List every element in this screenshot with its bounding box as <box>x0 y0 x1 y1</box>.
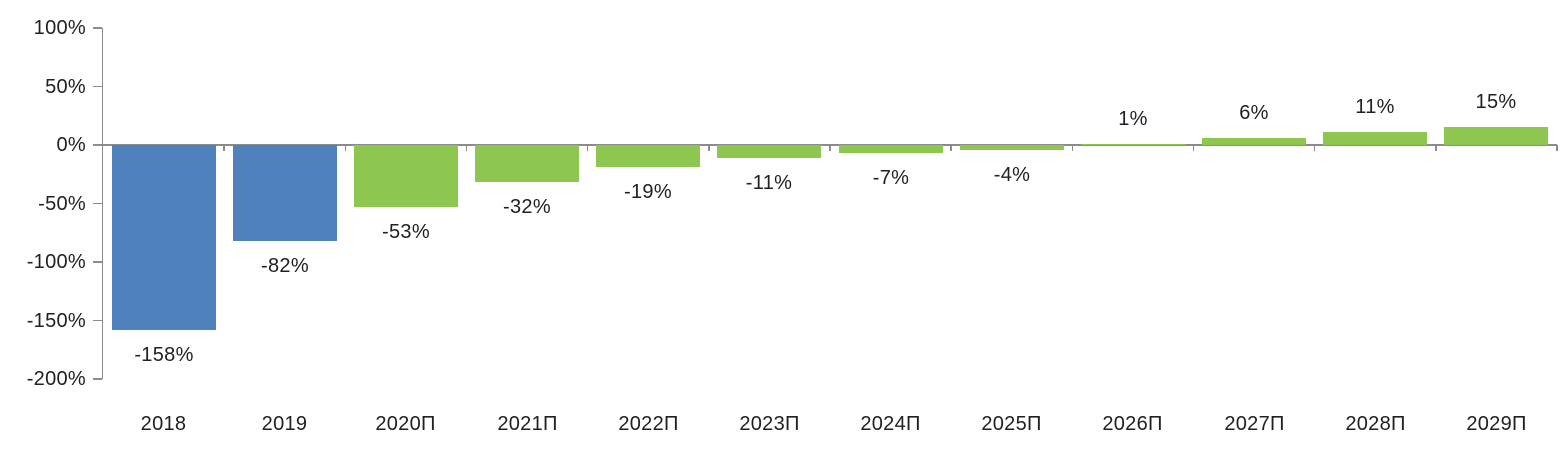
x-axis-tick <box>950 145 952 151</box>
y-axis-tick <box>93 144 102 146</box>
x-axis-tick <box>586 145 589 151</box>
x-axis-tick <box>1192 145 1195 151</box>
bar <box>1323 132 1427 145</box>
x-axis-tick <box>1071 145 1074 151</box>
bar <box>1202 137 1306 145</box>
y-axis-label: 50% <box>45 75 86 98</box>
y-axis-tick <box>93 85 102 88</box>
bar <box>354 145 458 207</box>
bar <box>112 145 216 330</box>
y-axis-tick <box>93 261 102 263</box>
y-axis-line <box>101 28 103 379</box>
x-axis-category-label: 2020П <box>375 413 436 435</box>
bar <box>839 145 943 154</box>
bar-value-label: -32% <box>503 196 551 218</box>
bar-value-label: -11% <box>745 172 793 194</box>
y-axis-label: -150% <box>26 309 86 332</box>
bar-value-label: -53% <box>382 221 430 243</box>
y-axis-label: -50% <box>38 192 86 215</box>
bar <box>475 145 579 183</box>
x-axis-line <box>103 144 1557 146</box>
bar <box>596 145 700 168</box>
y-axis-tick <box>93 27 102 29</box>
bar-value-label: 11% <box>1355 96 1395 118</box>
x-axis-category-label: 2026П <box>1102 413 1163 435</box>
x-axis-category-label: 2024П <box>860 413 921 435</box>
x-axis-category-label: 2028П <box>1345 413 1406 435</box>
bar-value-label: -158% <box>134 344 194 366</box>
x-axis-tick <box>708 145 710 151</box>
x-axis-category-label: 2025П <box>981 413 1042 435</box>
x-axis-category-label: 2022П <box>618 413 679 435</box>
x-axis-tick <box>1313 145 1316 151</box>
bar-value-label: -19% <box>624 181 672 203</box>
x-axis-category-label: 2023П <box>739 413 800 435</box>
bar-value-label: 6% <box>1239 102 1269 124</box>
bar <box>1081 143 1185 145</box>
x-axis-tick <box>1556 145 1558 151</box>
bar <box>233 145 337 241</box>
x-axis-category-label: 2019 <box>261 413 308 435</box>
x-axis-tick <box>465 145 468 151</box>
x-axis-category-label: 2021П <box>497 413 558 435</box>
x-axis-category-label: 2029П <box>1466 413 1527 435</box>
y-axis-label: -200% <box>26 368 86 390</box>
bar <box>960 145 1064 150</box>
bar-value-label: -82% <box>261 255 309 277</box>
x-axis-category-label: 2027П <box>1224 413 1285 435</box>
bar <box>717 145 821 158</box>
bar-value-label: -7% <box>872 167 910 189</box>
y-axis-label: 100% <box>33 17 86 39</box>
y-axis-label: -100% <box>26 251 86 273</box>
y-axis-tick <box>93 202 102 205</box>
x-axis-tick <box>223 145 225 151</box>
y-axis-tick <box>93 378 102 380</box>
x-axis-tick <box>829 145 831 151</box>
bar-value-label: 1% <box>1118 108 1148 130</box>
y-axis-tick <box>93 319 102 322</box>
x-axis-tick <box>344 145 347 151</box>
bar <box>1444 127 1548 145</box>
bar-value-label: -4% <box>993 164 1031 186</box>
bar-value-label: 15% <box>1475 91 1517 113</box>
y-axis-label: 0% <box>56 134 86 156</box>
x-axis-category-label: 2018 <box>140 413 187 435</box>
x-axis-tick <box>1435 145 1437 151</box>
